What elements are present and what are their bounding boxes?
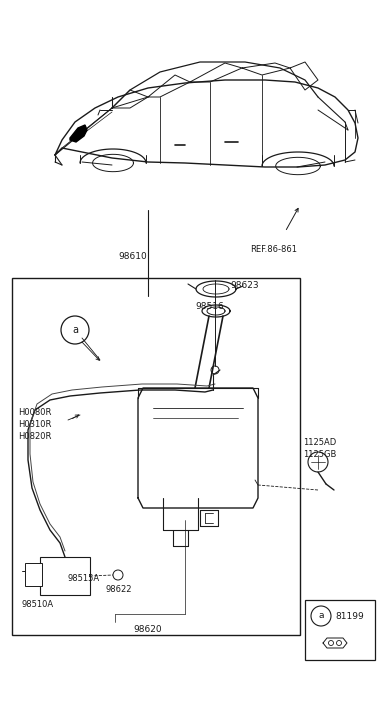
Text: 98510A: 98510A — [22, 600, 54, 609]
Text: 98620: 98620 — [134, 625, 162, 634]
Bar — [305, 600, 375, 660]
Text: 98623: 98623 — [230, 281, 258, 290]
Text: H0080R: H0080R — [18, 408, 52, 417]
Bar — [25, 563, 42, 586]
Text: a: a — [72, 325, 78, 335]
Text: a: a — [318, 611, 324, 621]
Bar — [12, 278, 300, 635]
Text: 98622: 98622 — [105, 585, 132, 594]
Text: H0310R: H0310R — [18, 420, 52, 429]
Text: 1125GB: 1125GB — [303, 450, 337, 459]
Text: REF.86-861: REF.86-861 — [250, 245, 297, 254]
Bar — [40, 557, 90, 595]
Text: H0820R: H0820R — [18, 432, 52, 441]
Text: 1125AD: 1125AD — [303, 438, 336, 447]
Text: 81199: 81199 — [335, 612, 364, 621]
Polygon shape — [70, 125, 87, 142]
Text: 98516: 98516 — [195, 302, 224, 311]
Text: 98610: 98610 — [118, 252, 147, 261]
Text: 98515A: 98515A — [68, 574, 100, 583]
